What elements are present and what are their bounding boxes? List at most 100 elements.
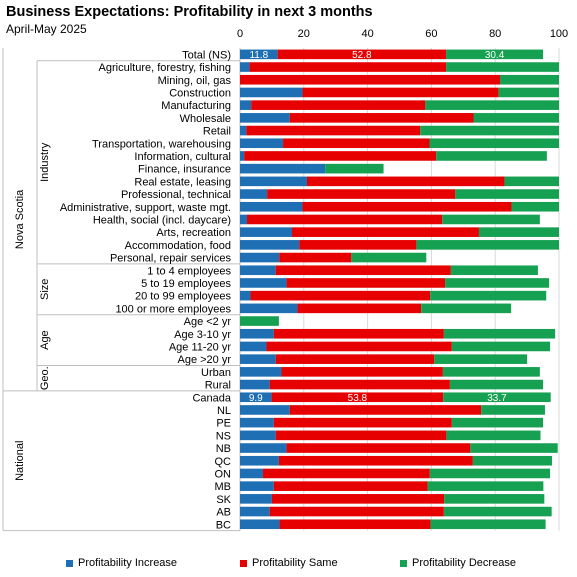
category-label: 100 or more employees (115, 303, 231, 315)
bar-segment-decrease (434, 354, 528, 364)
bar-segment-same (291, 227, 479, 237)
bar-segment-decrease (472, 455, 552, 466)
bar-segment-same (279, 519, 431, 530)
bar-segment-increase (240, 341, 267, 352)
bar-segment-increase (240, 354, 276, 364)
bar-segment-same (302, 201, 512, 212)
bar-segment-decrease (416, 240, 559, 250)
category-label: BC (216, 519, 231, 531)
bar-segment-same (269, 379, 450, 390)
bar-segment-increase (240, 417, 274, 428)
category-label: Rural (205, 380, 231, 392)
bar-segment-decrease (240, 316, 279, 326)
x-tick-label: 20 (298, 28, 310, 40)
category-label: Agriculture, forestry, fishing (99, 62, 231, 74)
bar-segment-decrease (455, 189, 559, 199)
bar-segment-decrease (499, 74, 559, 85)
category-label: Mining, oil, gas (158, 75, 232, 87)
legend-label-same: Profitability Same (252, 557, 338, 569)
category-label: AB (216, 507, 231, 519)
category-label: 1 to 4 employees (147, 265, 231, 277)
bar-segment-increase (240, 138, 284, 149)
data-label: 33.7 (487, 393, 507, 404)
bar-segment-same (275, 430, 447, 441)
bar-segment-increase (240, 290, 251, 301)
bar-segment-same (262, 468, 430, 479)
bar-segment-same (250, 290, 431, 301)
category-label: Retail (203, 126, 231, 138)
bar-segment-increase (240, 443, 287, 453)
bar-segment-increase (240, 62, 250, 72)
bar-segment-increase (240, 494, 272, 504)
category-label: Total (NS) (182, 49, 231, 61)
bar-segment-same (267, 189, 456, 199)
bar-segment-same (269, 506, 444, 517)
data-label: 53.8 (348, 393, 368, 404)
category-label: SK (216, 494, 231, 506)
bar-segment-decrease (473, 113, 559, 123)
bar-segment-same (240, 74, 500, 85)
category-label: Canada (192, 392, 231, 404)
bar-segment-decrease (511, 201, 559, 212)
bar-segment-decrease (449, 379, 544, 390)
category-label: NB (216, 443, 231, 455)
bar-segment-decrease (430, 519, 546, 530)
data-label: 30.4 (485, 50, 505, 61)
bar-segment-same (273, 328, 444, 339)
category-label: 20 to 99 employees (135, 291, 232, 303)
subgroup-label: Industry (39, 142, 51, 182)
category-label: Arts, recreation (156, 227, 231, 239)
category-label: Accommodation, food (125, 240, 231, 252)
subgroup-label: Age (39, 330, 51, 350)
category-label: Age 3-10 yr (174, 329, 231, 341)
category-label: Personal, repair services (110, 253, 232, 265)
bar-segment-same (249, 62, 447, 72)
group-label: National (14, 441, 26, 481)
bar-segment-decrease (470, 443, 558, 453)
bar-segment-increase (240, 49, 278, 60)
bar-segment-increase (240, 455, 279, 466)
legend-label-increase: Profitability Increase (78, 557, 178, 569)
bar-segment-increase (240, 481, 274, 491)
bar-segment-increase (240, 227, 292, 237)
bar-segment-decrease (478, 227, 559, 237)
bar-segment-same (279, 252, 352, 263)
bar-segment-increase (240, 468, 263, 479)
bar-segment-increase (240, 519, 280, 530)
bar-segment-same (244, 151, 437, 161)
bar-segment-same (297, 303, 422, 314)
bar-segment-same (273, 417, 452, 428)
chart-subtitle: April-May 2025 (6, 22, 87, 36)
bar-segment-decrease (442, 367, 540, 377)
bar-segment-increase (240, 405, 290, 415)
category-label: MB (215, 481, 232, 493)
bar-segment-decrease (421, 303, 512, 314)
legend-swatch-decrease (400, 559, 407, 567)
category-label: Age >20 yr (177, 354, 231, 366)
bar-segment-decrease (351, 252, 427, 263)
bar-segment-increase (240, 189, 268, 199)
bar-segment-increase (240, 214, 248, 225)
bar-segment-same (289, 113, 474, 123)
bar-segment-same (278, 455, 473, 466)
bar-segment-decrease (498, 87, 559, 98)
x-tick-label: 0 (237, 28, 243, 40)
bar-segment-increase (240, 506, 270, 517)
bar-segment-decrease (436, 151, 547, 161)
bar-segment-decrease (451, 417, 544, 428)
bar-segment-same (283, 138, 430, 149)
bar-segment-same (286, 443, 471, 453)
bar-segment-same (251, 100, 426, 110)
bar-segment-same (247, 214, 443, 225)
bar-segment-increase (240, 303, 298, 314)
data-label: 9.9 (249, 393, 263, 404)
legend-item-decrease: Profitability Decrease (400, 557, 516, 569)
bar-segment-decrease (445, 278, 550, 288)
category-label: NL (217, 405, 231, 417)
bar-segment-increase (240, 201, 303, 212)
category-label: PE (216, 418, 231, 430)
bar-segment-decrease (451, 341, 551, 352)
bar-segment-decrease (504, 176, 559, 187)
category-label: Administrative, support, waste mgt. (60, 202, 231, 214)
bar-segment-increase (240, 430, 276, 441)
